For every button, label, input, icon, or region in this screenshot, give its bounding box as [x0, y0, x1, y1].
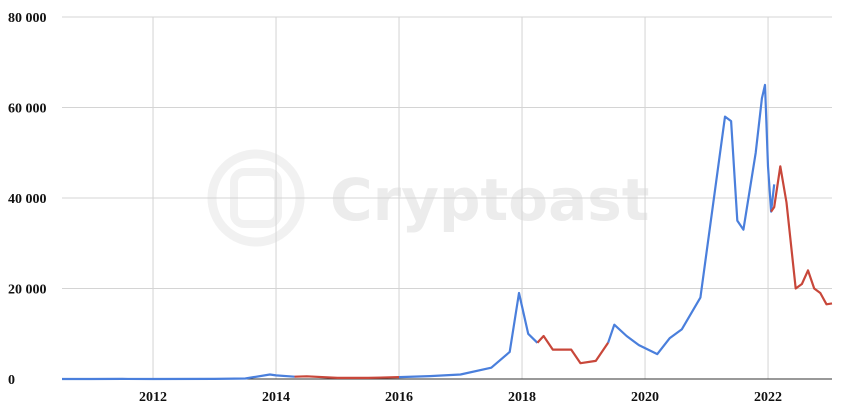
x-tick-label: 2014	[262, 390, 290, 405]
y-tick-label: 80 000	[8, 11, 47, 26]
y-tick-label: 20 000	[8, 283, 47, 298]
x-tick-label: 2022	[754, 390, 782, 405]
watermark: Cryptoast	[330, 166, 649, 234]
price-line	[294, 165, 833, 379]
x-tick-label: 2012	[139, 390, 167, 405]
x-tick-label: 2018	[508, 390, 536, 405]
price-line	[62, 83, 776, 381]
y-tick-label: 40 000	[8, 192, 47, 207]
x-tick-label: 2016	[385, 390, 413, 405]
y-tick-label: 60 000	[8, 102, 47, 117]
y-tick-label: 0	[8, 373, 15, 388]
x-tick-label: 2020	[631, 390, 659, 405]
